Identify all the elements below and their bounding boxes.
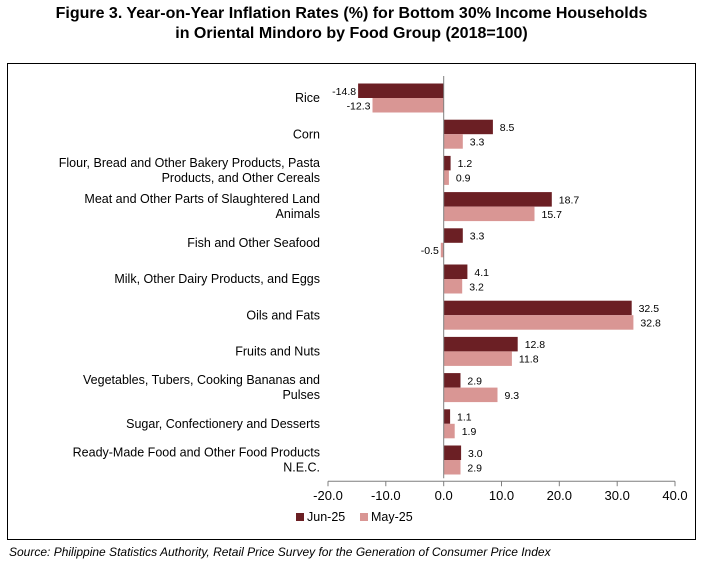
data-label: 3.0 [468, 448, 483, 460]
legend-label-jun-25: Jun-25 [307, 510, 345, 524]
bar-jun-25 [443, 300, 632, 316]
bar-jun-25 [443, 336, 518, 352]
bar-may-25 [443, 279, 463, 294]
category-label: N.E.C. [283, 461, 320, 475]
bar-may-25 [443, 134, 463, 149]
category-label: Fruits and Nuts [235, 345, 320, 359]
data-label: -0.5 [421, 245, 439, 257]
bar-may-25 [443, 460, 461, 475]
bar-jun-25 [443, 264, 468, 279]
chart-frame [7, 63, 696, 540]
bar-jun-25 [443, 119, 493, 135]
data-label: 4.1 [474, 267, 489, 279]
category-label: Corn [293, 127, 320, 141]
category-label: Sugar, Confectionery and Desserts [126, 417, 320, 431]
category-label: Flour, Bread and Other Bakery Products, … [59, 156, 320, 170]
data-label: 11.8 [519, 354, 539, 366]
bar-may-25 [443, 206, 535, 222]
x-tick-label: -10.0 [371, 488, 401, 503]
data-label: 1.1 [457, 412, 472, 424]
category-label: Meat and Other Parts of Slaughtered Land [84, 192, 320, 206]
x-tick-label: -20.0 [313, 488, 343, 503]
x-tick-label: 40.0 [662, 488, 687, 503]
data-label: 8.5 [500, 122, 515, 134]
data-label: 9.3 [505, 390, 520, 402]
bar-jun-25 [443, 409, 451, 424]
category-label: Rice [295, 91, 320, 105]
category-label: Animals [276, 207, 320, 221]
category-label: Oils and Fats [246, 308, 320, 322]
bar-may-25 [372, 98, 444, 113]
x-tick-label: 30.0 [605, 488, 630, 503]
legend-swatch-jun-25 [296, 513, 304, 521]
legend-label-may-25: May-25 [371, 510, 413, 524]
x-tick-label: 20.0 [547, 488, 572, 503]
data-label: 3.2 [469, 281, 484, 293]
bar-jun-25 [443, 445, 462, 460]
data-label: 18.7 [559, 194, 580, 206]
source-note: Source: Philippine Statistics Authority,… [9, 545, 551, 559]
data-label: 15.7 [542, 209, 563, 221]
data-label: 3.3 [470, 136, 485, 148]
category-label: Ready-Made Food and Other Food Products [73, 446, 320, 460]
category-label: Fish and Other Seafood [187, 236, 320, 250]
chart-title-line2: in Oriental Mindoro by Food Group (2018=… [175, 25, 528, 42]
data-label: 32.5 [639, 303, 660, 315]
chart-title: Figure 3. Year-on-Year Inflation Rates (… [0, 4, 703, 44]
bar-may-25 [443, 315, 634, 330]
data-label: 12.8 [525, 339, 546, 351]
data-label: -12.3 [347, 100, 371, 112]
x-tick-label: 10.0 [489, 488, 514, 503]
category-label: Pulses [282, 388, 320, 402]
data-label: -14.8 [332, 86, 356, 98]
bar-may-25 [443, 423, 455, 439]
category-label: Vegetables, Tubers, Cooking Bananas and [83, 373, 320, 387]
bar-jun-25 [443, 228, 463, 243]
data-label: 3.3 [470, 231, 485, 243]
bar-may-25 [443, 170, 449, 185]
bar-jun-25 [443, 373, 461, 388]
data-label: 0.9 [456, 173, 471, 185]
category-label: Products, and Other Cereals [162, 171, 320, 185]
chart-title-line1: Figure 3. Year-on-Year Inflation Rates (… [55, 5, 648, 22]
bar-may-25 [443, 351, 512, 366]
category-label: Milk, Other Dairy Products, and Eggs [114, 272, 320, 286]
data-label: 32.8 [640, 318, 661, 330]
data-label: 2.9 [467, 375, 482, 387]
bar-jun-25 [443, 192, 552, 207]
bar-may-25 [440, 242, 444, 258]
bar-may-25 [443, 387, 498, 403]
legend-swatch-may-25 [360, 513, 368, 521]
bar-jun-25 [443, 155, 451, 171]
bar-jun-25 [358, 83, 444, 98]
x-tick-label: 0.0 [435, 488, 453, 503]
data-label: 1.9 [462, 426, 477, 438]
data-label: 2.9 [467, 462, 482, 474]
data-label: 1.2 [458, 158, 473, 170]
